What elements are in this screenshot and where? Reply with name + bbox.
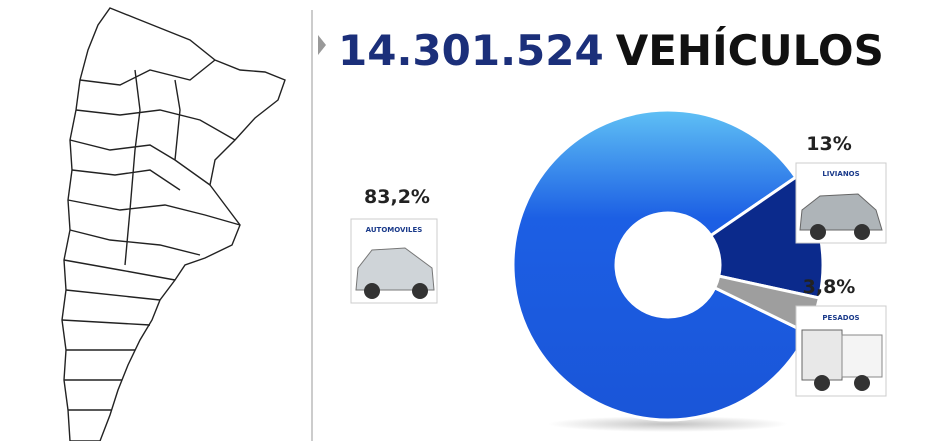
car-icon (355, 247, 435, 291)
title-word: VEHÍCULOS (616, 25, 884, 75)
truck-icon (799, 193, 883, 231)
shadow (548, 416, 788, 432)
donut (511, 108, 825, 422)
map (61, 7, 286, 441)
category-box: AUTOMOVILES (350, 218, 438, 304)
arrow-marker (318, 35, 326, 55)
title-number: 14.301.524 (338, 26, 604, 75)
category-label: LIVIANOS (822, 170, 859, 178)
category-box: LIVIANOS (795, 162, 887, 244)
slice (511, 108, 810, 422)
lorry-cab (801, 329, 843, 381)
category-label: AUTOMOVILES (366, 226, 423, 234)
value-label: 3,8% (803, 276, 856, 298)
category-box: PESADOS (795, 305, 887, 397)
value-label: 13% (806, 133, 851, 155)
value-label: 83,2% (364, 186, 430, 208)
category-label: PESADOS (822, 314, 859, 322)
lorry-box (841, 334, 883, 378)
chart-title: 14.301.524 VEHÍCULOS (338, 25, 884, 75)
